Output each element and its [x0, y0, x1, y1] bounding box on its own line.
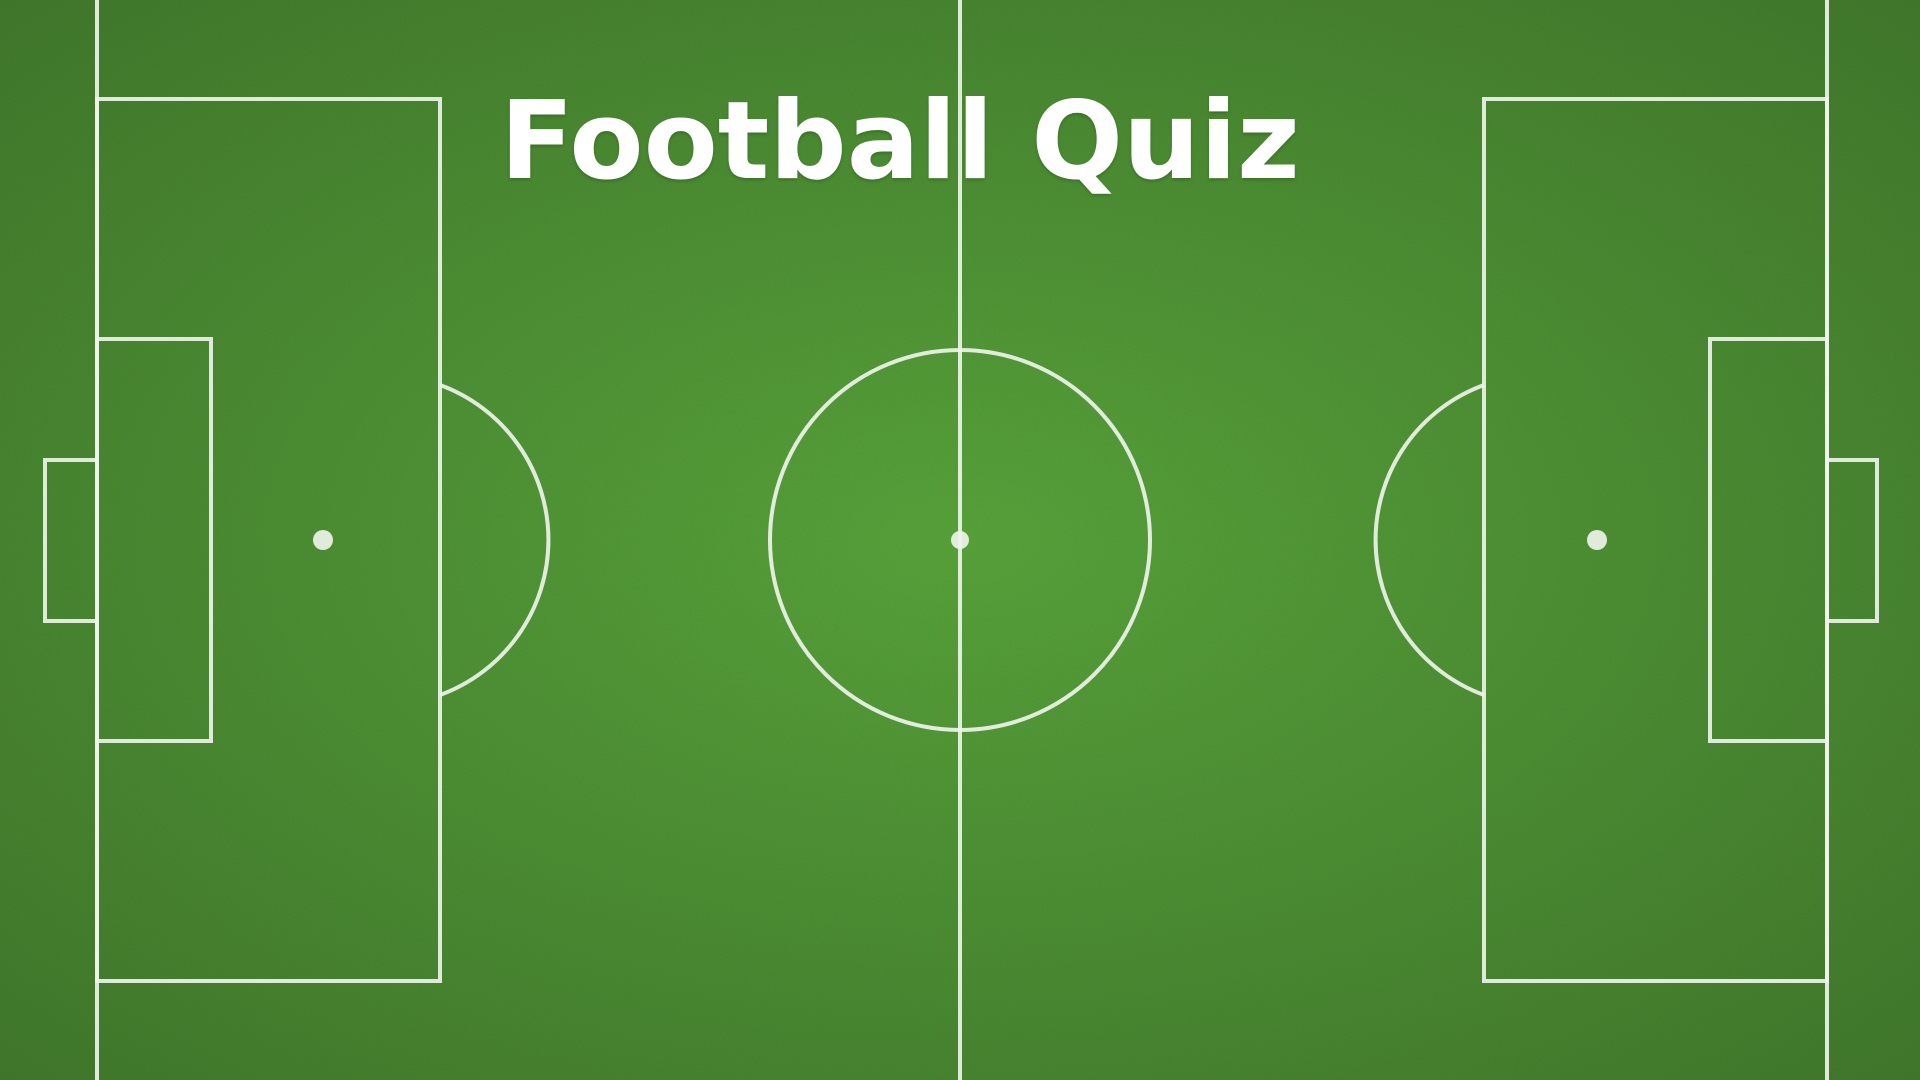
left-penalty-spot	[313, 530, 333, 550]
slide-title: Football Quiz	[500, 79, 1300, 204]
centre-circle	[768, 348, 1152, 732]
centre-spot	[951, 531, 969, 549]
left-goal	[43, 458, 99, 623]
right-penalty-arc	[1373, 383, 1485, 697]
right-goal	[1825, 458, 1879, 623]
left-penalty-arc	[439, 383, 551, 697]
right-penalty-spot	[1587, 530, 1607, 550]
